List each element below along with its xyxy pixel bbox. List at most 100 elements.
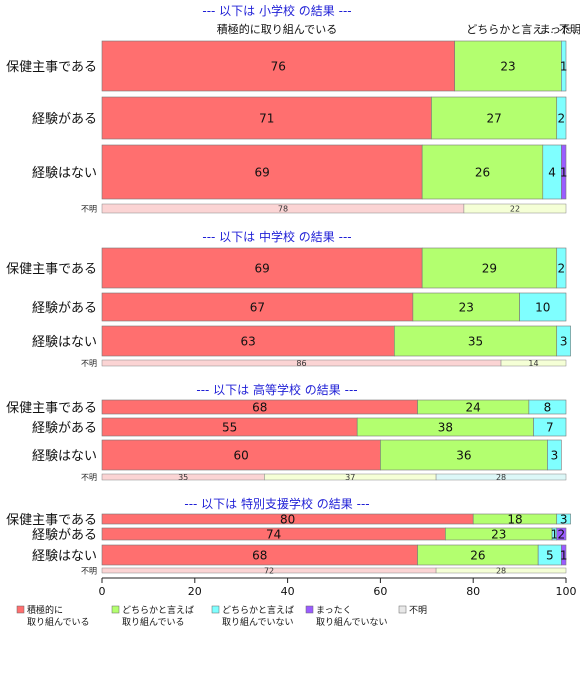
data-label: 1 [551, 528, 559, 542]
nr-row-label: 不明 [81, 359, 97, 368]
data-label: 60 [234, 449, 249, 463]
data-label: 3 [560, 513, 568, 527]
bar-segment [101, 247, 423, 289]
section-title: --- 以下は 小学校 の結果 --- [202, 3, 351, 18]
section-title: --- 以下は 高等学校 の結果 --- [196, 382, 357, 397]
legend-label: まったく [316, 605, 352, 616]
data-label: 7 [546, 421, 554, 435]
bar-segment [101, 144, 423, 200]
row-label: 保健主事である [6, 60, 97, 75]
data-label: 80 [280, 513, 295, 527]
data-label: 63 [241, 335, 256, 349]
data-label: 76 [271, 60, 286, 74]
x-tick-label: 100 [556, 585, 577, 598]
legend-label: どちらかと言えば [222, 604, 294, 616]
bar-segment [101, 325, 395, 357]
row-label: 経験はない [32, 166, 97, 181]
data-label: 2 [558, 528, 566, 542]
nr-row-label: 不明 [81, 473, 97, 482]
section-title: --- 以下は 特別支援学校 の結果 --- [184, 496, 369, 511]
header-label-unknown: 不明 [559, 23, 580, 36]
bar-segment [561, 544, 567, 566]
data-label: 8 [544, 401, 552, 415]
data-label: 55 [222, 421, 237, 435]
bar-segment [421, 247, 558, 289]
bar-segment [533, 417, 567, 437]
nr-data-label: 35 [178, 473, 188, 482]
bar-segment [556, 513, 571, 525]
bar-segment [547, 439, 562, 471]
nr-data-label: 28 [496, 567, 506, 576]
data-label: 69 [254, 166, 269, 180]
row-label: 経験はない [32, 335, 97, 350]
bar-segment [519, 292, 567, 322]
row-label: 経験がある [32, 528, 97, 543]
data-label: 29 [482, 262, 497, 276]
data-label: 68 [252, 401, 267, 415]
nr-data-label: 86 [296, 359, 306, 368]
data-label: 2 [558, 262, 566, 276]
section-title: --- 以下は 中学校 の結果 --- [202, 229, 351, 244]
x-tick-label: 0 [99, 585, 106, 598]
data-label: 24 [466, 401, 481, 415]
legend-swatch [111, 605, 120, 614]
row-label: 経験がある [32, 421, 97, 436]
bar-segment [556, 96, 567, 140]
legend-swatch [211, 605, 220, 614]
header-label-positive: 積極的に取り組んでいる [217, 22, 337, 36]
row-label: 保健主事である [6, 262, 97, 277]
bar-segment [561, 144, 567, 200]
data-label: 4 [548, 166, 556, 180]
legend-label: 取り組んでいない [316, 616, 388, 628]
legend-label: どちらかと言えば [122, 604, 194, 616]
data-label: 18 [507, 513, 522, 527]
data-label: 23 [500, 60, 515, 74]
bar-segment [101, 96, 432, 140]
data-label: 35 [468, 335, 483, 349]
legend-swatch [398, 605, 407, 614]
data-label: 1 [560, 166, 568, 180]
legend-label: 積極的に [27, 604, 63, 616]
nr-data-label: 78 [278, 205, 288, 214]
bar-segment [561, 40, 567, 92]
row-label: 保健主事である [6, 513, 97, 528]
bar-segment [528, 399, 567, 415]
bar-segment [101, 292, 414, 322]
data-label: 74 [266, 528, 281, 542]
nr-data-label: 22 [510, 205, 520, 214]
legend-label: 取り組んでいる [122, 616, 185, 628]
data-label: 23 [491, 528, 506, 542]
data-label: 26 [470, 549, 485, 563]
row-label: 経験がある [32, 301, 97, 316]
data-label: 3 [560, 335, 568, 349]
bar-segment [431, 96, 558, 140]
nr-data-label: 72 [264, 567, 274, 576]
bar-segment [412, 292, 520, 322]
data-label: 27 [486, 112, 501, 126]
data-label: 10 [535, 301, 550, 315]
bar-segment [421, 144, 544, 200]
data-label: 3 [551, 449, 559, 463]
nr-bar-segment [435, 473, 567, 481]
nr-bar-segment [463, 203, 567, 214]
x-tick-label: 60 [373, 585, 387, 598]
data-label: 67 [250, 301, 265, 315]
nr-row-label: 不明 [81, 205, 97, 214]
nr-row-label: 不明 [81, 567, 97, 576]
data-label: 5 [546, 549, 554, 563]
data-label: 38 [438, 421, 453, 435]
legend-label: 不明 [409, 605, 427, 616]
data-label: 71 [259, 112, 274, 126]
data-label: 26 [475, 166, 490, 180]
header-label-negative: まった... [539, 23, 580, 36]
x-tick-label: 80 [466, 585, 480, 598]
nr-bar-segment [500, 359, 567, 367]
data-label: 1 [560, 549, 568, 563]
legend-swatch [305, 605, 314, 614]
x-tick-label: 20 [188, 585, 202, 598]
legend-label: 取り組んでいる [27, 616, 90, 628]
bar-segment [556, 527, 567, 541]
bar-segment [101, 40, 455, 92]
row-label: 経験はない [32, 449, 97, 464]
